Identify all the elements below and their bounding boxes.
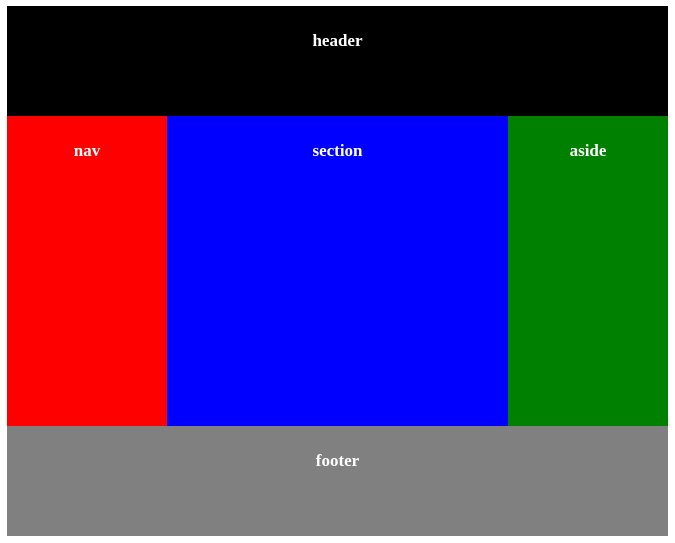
section-label: section: [312, 141, 363, 160]
header-label: header: [312, 31, 363, 50]
section-region: section: [167, 116, 508, 426]
nav-region: nav: [7, 116, 167, 426]
aside-label: aside: [569, 141, 607, 160]
header-region: header: [7, 6, 668, 116]
aside-region: aside: [508, 116, 668, 426]
footer-label: footer: [315, 451, 360, 470]
nav-label: nav: [73, 141, 101, 160]
footer-region: footer: [7, 426, 668, 536]
page-layout: header nav section aside footer: [7, 6, 668, 536]
